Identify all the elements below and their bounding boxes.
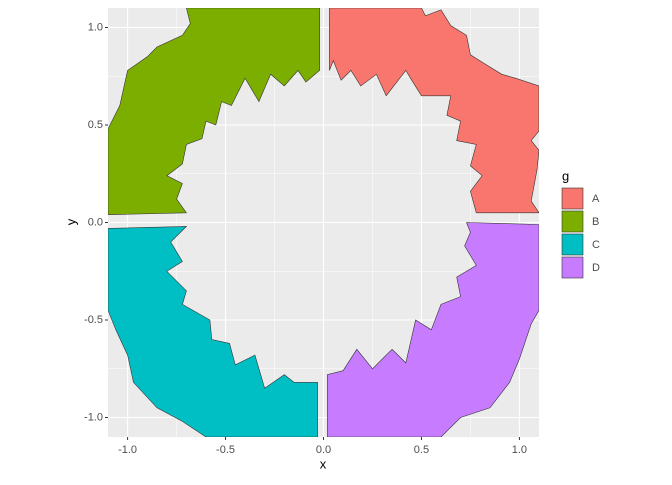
x-tick-label: 0.0 [316, 444, 331, 456]
y-tick-label: -0.5 [84, 314, 103, 326]
y-tick-label: -1.0 [84, 411, 103, 423]
y-tick-label: 1.0 [88, 21, 103, 33]
legend-key [561, 210, 584, 233]
x-tick-label: 0.5 [414, 444, 429, 456]
x-tick-label: 1.0 [512, 444, 527, 456]
legend-key [561, 187, 584, 210]
polygon [108, 226, 318, 437]
x-axis-label: x [320, 456, 327, 471]
y-tick-label: 0.5 [88, 119, 103, 131]
legend-label: A [592, 193, 600, 205]
shapes [108, 8, 539, 437]
axes: -1.0 -0.5 0.0 0.5 1.0 -1.0 -0.5 0.0 0.5 1.0 [84, 21, 527, 456]
polygon [329, 8, 539, 214]
polygon [108, 8, 320, 216]
polygon [327, 222, 539, 437]
legend-label: D [592, 262, 600, 274]
legend-key [561, 233, 584, 256]
legend-label: C [592, 239, 600, 251]
y-axis-label: y [63, 218, 78, 225]
x-tick-label: -1.0 [118, 444, 137, 456]
y-tick-label: 0.0 [88, 216, 103, 228]
legend-label: B [592, 216, 599, 228]
x-tick-label: -0.5 [216, 444, 235, 456]
legend-key [561, 256, 584, 279]
legend-title: g [562, 168, 569, 183]
